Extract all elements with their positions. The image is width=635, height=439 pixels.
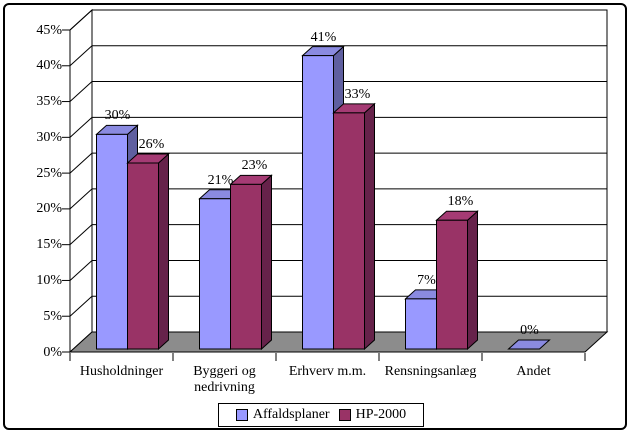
category-label: Byggeri og nedrivning: [193, 364, 256, 395]
y-axis-label: 20%: [36, 201, 62, 217]
y-axis-label: 40%: [36, 58, 62, 74]
y-axis-label: 0%: [43, 344, 62, 360]
side-wall-gridline: [69, 260, 93, 281]
side-wall-gridline: [69, 81, 93, 102]
legend-label-hp-2000: HP-2000: [355, 407, 407, 422]
data-label: 33%: [344, 86, 371, 102]
data-label: 21%: [207, 172, 234, 188]
side-wall-gridline: [69, 116, 93, 138]
legend-swatch-affaldsplaner-icon: [235, 409, 248, 421]
y-axis-label: 5%: [43, 308, 62, 324]
data-label: 41%: [310, 29, 337, 45]
side-wall-gridline: [69, 295, 93, 317]
y-axis-label: 45%: [36, 22, 62, 38]
data-label: 0%: [520, 323, 539, 338]
data-label: 30%: [104, 108, 131, 124]
legend-item-hp-2000: HP-2000: [338, 407, 407, 423]
legend-swatch-hp-2000-icon: [338, 409, 351, 421]
y-axis-label: 35%: [36, 94, 62, 110]
category-label: Rensningsanlæg: [384, 364, 477, 379]
side-wall-gridline: [69, 45, 93, 67]
legend: Affaldsplaner HP-2000: [218, 403, 424, 427]
category-label: Erhverv m.m.: [288, 364, 367, 379]
side-wall-gridline: [69, 9, 93, 31]
y-axis-label: 30%: [36, 129, 62, 145]
side-wall-gridline: [69, 188, 93, 210]
legend-label-affaldsplaner: Affaldsplaner: [252, 407, 330, 422]
bar: [230, 183, 262, 350]
y-axis-label: 15%: [36, 237, 62, 253]
bar: [333, 112, 365, 350]
bar: [436, 219, 468, 350]
category-label: Husholdninger: [79, 364, 164, 379]
side-wall-gridline: [69, 152, 93, 174]
y-axis-label: 25%: [36, 165, 62, 181]
data-label: 26%: [138, 136, 165, 152]
legend-item-affaldsplaner: Affaldsplaner: [235, 407, 330, 423]
category-label: Andet: [516, 364, 551, 379]
side-wall-gridline: [69, 224, 93, 246]
data-label: 23%: [241, 158, 268, 174]
bar-zero: [507, 339, 551, 350]
data-label: 18%: [447, 194, 474, 210]
bar: [127, 162, 159, 350]
y-axis-label: 10%: [36, 272, 62, 288]
data-label: 7%: [417, 272, 436, 288]
